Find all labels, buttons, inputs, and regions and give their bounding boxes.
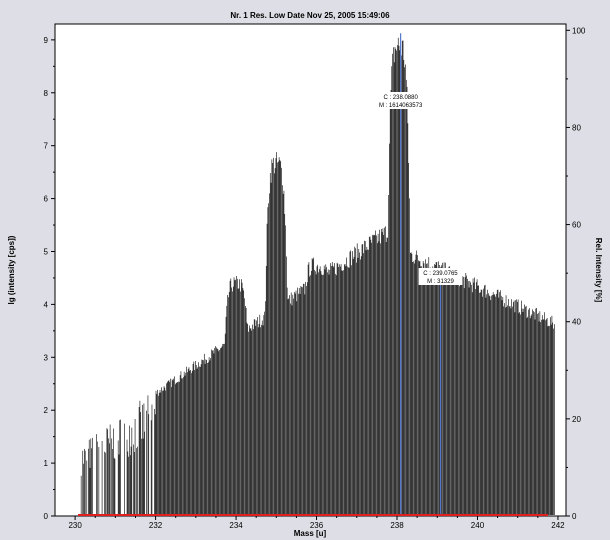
y-tick-label-8: 8 xyxy=(44,89,49,98)
y-right-tick-label-100: 100 xyxy=(572,26,586,35)
y-right-tick-label-20: 20 xyxy=(572,415,581,424)
x-tick-label-236: 236 xyxy=(310,521,324,530)
y-right-axis-ticks: 0 20 40 60 80 100 xyxy=(566,26,586,521)
y-right-axis-label: Rel. Intensity [%] xyxy=(594,238,603,303)
x-tick-label-242: 242 xyxy=(551,521,565,530)
x-tick-label-238: 238 xyxy=(390,521,404,530)
y-tick-label-5: 5 xyxy=(44,247,49,256)
peak-annotation-c-0: C : 238.0880 xyxy=(383,95,418,101)
x-tick-label-240: 240 xyxy=(471,521,485,530)
y-right-tick-label-40: 40 xyxy=(572,318,581,327)
y-tick-label-1: 1 xyxy=(44,459,49,468)
x-tick-label-230: 230 xyxy=(68,521,82,530)
y-tick-label-9: 9 xyxy=(44,36,49,45)
peak-annotation-c-1: C : 239.0765 xyxy=(423,271,458,277)
peak-annotation-m-0: M : 1614063573 xyxy=(379,103,423,109)
y-right-tick-label-60: 60 xyxy=(572,221,581,230)
peak-annotation-m-1: M : 31329 xyxy=(427,279,454,285)
x-tick-label-232: 232 xyxy=(149,521,163,530)
y-right-tick-label-0: 0 xyxy=(572,512,577,521)
spectrum-bars xyxy=(80,37,555,515)
y-tick-label-2: 2 xyxy=(44,406,49,415)
peak-annotation-box-0 xyxy=(378,92,423,109)
x-axis-ticks: 230 232 234 236 238 240 242 xyxy=(68,516,565,530)
chart-title: Nr. 1 Res. Low Date Nov 25, 2005 15:49:0… xyxy=(230,11,390,20)
x-axis-label: Mass [u] xyxy=(294,529,327,538)
y-tick-label-0: 0 xyxy=(44,512,49,521)
y-axis-label: lg (intensity [cps]) xyxy=(7,235,16,304)
x-tick-label-234: 234 xyxy=(229,521,243,530)
peak-annotation-box-1 xyxy=(418,268,463,285)
y-tick-label-3: 3 xyxy=(44,353,49,362)
y-tick-label-7: 7 xyxy=(44,142,49,151)
y-tick-label-6: 6 xyxy=(44,195,49,204)
y-tick-label-4: 4 xyxy=(44,300,49,309)
peak-markers: C : 238.0880 M : 1614063573 C : 239.0765 M … xyxy=(378,33,463,515)
y-axis-ticks: 0 1 2 3 4 5 6 7 8 9 xyxy=(44,36,55,521)
y-right-tick-label-80: 80 xyxy=(572,123,581,132)
